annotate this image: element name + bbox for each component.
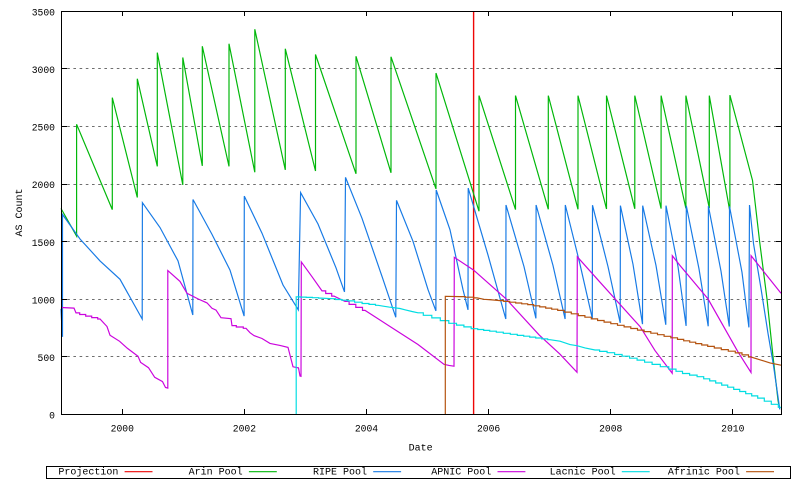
svg-text:Projection: Projection [58,467,118,479]
svg-text:2000: 2000 [111,424,134,435]
svg-text:2500: 2500 [32,123,55,134]
svg-text:Lacnic Pool: Lacnic Pool [550,467,616,479]
svg-text:2006: 2006 [477,424,500,435]
svg-text:Arin Pool: Arin Pool [189,467,243,479]
svg-text:0: 0 [49,411,55,422]
svg-text:Date: Date [409,444,433,455]
svg-text:2010: 2010 [721,424,744,435]
svg-text:2002: 2002 [233,424,256,435]
svg-text:2008: 2008 [599,424,622,435]
svg-text:RIPE Pool: RIPE Pool [313,467,367,479]
svg-text:2000: 2000 [32,180,55,191]
svg-text:500: 500 [38,353,56,364]
svg-text:Afrinic Pool: Afrinic Pool [668,467,740,479]
svg-text:3000: 3000 [32,65,55,76]
svg-text:1000: 1000 [32,295,55,306]
svg-text:1500: 1500 [32,238,55,249]
svg-text:APNIC Pool: APNIC Pool [431,467,491,479]
svg-text:3500: 3500 [32,8,55,19]
svg-text:AS Count: AS Count [15,188,26,236]
svg-text:2004: 2004 [355,424,378,435]
